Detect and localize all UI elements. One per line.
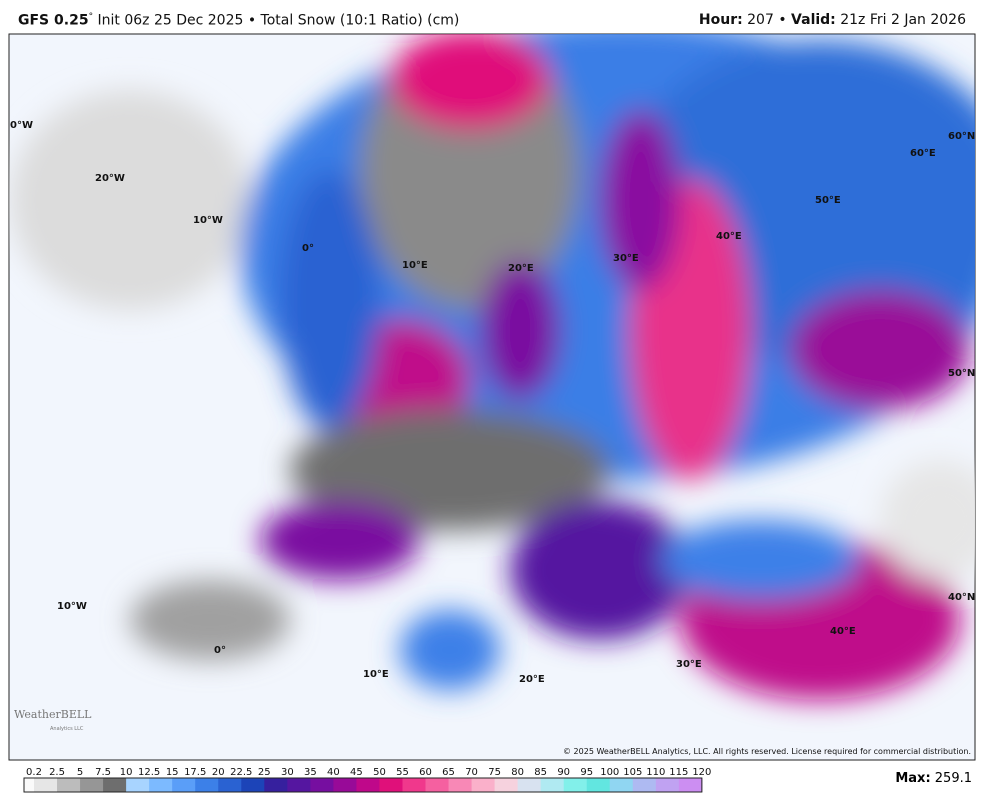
grid-label: 40°E bbox=[830, 626, 856, 637]
colorbar-label: 0.2 bbox=[26, 767, 42, 778]
colorbar-swatch bbox=[103, 778, 127, 792]
colorbar-swatch bbox=[57, 778, 81, 792]
grid-label: 60°N bbox=[948, 131, 975, 142]
grid-label: 50°E bbox=[815, 195, 841, 206]
colorbar-swatch bbox=[80, 778, 104, 792]
colorbar-swatch bbox=[425, 778, 450, 792]
colorbar-label: 22.5 bbox=[230, 767, 252, 778]
description: Init 06z 25 Dec 2025 • Total Snow (10:1 … bbox=[93, 12, 460, 29]
logo-sub: Analytics LLC bbox=[50, 726, 84, 732]
colorbar-swatch bbox=[563, 778, 588, 792]
colorbar-swatch bbox=[540, 778, 565, 792]
colorbar-swatch bbox=[241, 778, 265, 792]
colorbar-swatch bbox=[632, 778, 657, 792]
colorbar-swatch bbox=[126, 778, 150, 792]
colorbar-label: 55 bbox=[396, 767, 409, 778]
colorbar-label: 110 bbox=[646, 767, 665, 778]
valid-label: Valid: bbox=[791, 12, 836, 28]
colorbar-label: 100 bbox=[600, 767, 619, 778]
grid-label: 0°W bbox=[10, 120, 33, 131]
colorbar-label: 2.5 bbox=[49, 767, 65, 778]
colorbar-label: 12.5 bbox=[138, 767, 160, 778]
colorbar-label: 35 bbox=[304, 767, 317, 778]
snow-field bbox=[10, 34, 975, 700]
grid-label: 10°W bbox=[193, 215, 223, 226]
colorbar-label: 30 bbox=[281, 767, 294, 778]
colorbar-label: 50 bbox=[373, 767, 386, 778]
colorbar-swatch bbox=[218, 778, 242, 792]
max-label: Max: bbox=[895, 771, 931, 786]
colorbar-label: 70 bbox=[465, 767, 478, 778]
degree: ° bbox=[88, 12, 94, 22]
colorbar-swatch bbox=[471, 778, 496, 792]
colorbar-swatch bbox=[586, 778, 611, 792]
hour-value: 207 • bbox=[742, 12, 792, 28]
header-right: Hour: 207 • Valid: 21z Fri 2 Jan 2026 bbox=[699, 12, 966, 28]
header-left: GFS 0.25° Init 06z 25 Dec 2025 • Total S… bbox=[18, 12, 459, 29]
grid-label: 60°E bbox=[910, 148, 936, 159]
colorbar-swatch bbox=[195, 778, 219, 792]
grid-label: 10°W bbox=[57, 601, 87, 612]
colorbar-swatch bbox=[264, 778, 288, 792]
colorbar-swatch bbox=[149, 778, 173, 792]
colorbar-label: 95 bbox=[580, 767, 593, 778]
grid-label: 20°W bbox=[95, 173, 125, 184]
colorbar-swatch bbox=[379, 778, 403, 792]
grid-label: 20°E bbox=[508, 263, 534, 274]
colorbar-label: 80 bbox=[511, 767, 524, 778]
colorbar-label: 45 bbox=[350, 767, 363, 778]
grid-label: 10°E bbox=[402, 260, 428, 271]
copyright: © 2025 WeatherBELL Analytics, LLC. All r… bbox=[563, 747, 971, 756]
colorbar-label: 5 bbox=[77, 767, 83, 778]
grid-label: 0° bbox=[302, 243, 314, 254]
colorbar-label: 90 bbox=[557, 767, 570, 778]
max: Max: 259.1 bbox=[895, 771, 972, 786]
colorbar-label: 10 bbox=[120, 767, 133, 778]
colorbar-swatch bbox=[310, 778, 334, 792]
grid-label: 10°E bbox=[363, 669, 389, 680]
colorbar-label: 25 bbox=[258, 767, 271, 778]
grid-label: 0° bbox=[214, 645, 226, 656]
colorbar-swatch bbox=[609, 778, 634, 792]
colorbar-swatch bbox=[172, 778, 196, 792]
colorbar-label: 105 bbox=[623, 767, 642, 778]
colorbar-swatch bbox=[34, 778, 58, 792]
colorbar-swatch bbox=[655, 778, 680, 792]
grid-label: 20°E bbox=[519, 674, 545, 685]
colorbar-swatch bbox=[402, 778, 427, 792]
colorbar-swatch bbox=[678, 778, 703, 792]
colorbar-label: 40 bbox=[327, 767, 340, 778]
model: GFS 0.25 bbox=[18, 12, 89, 29]
colorbar-swatch bbox=[517, 778, 542, 792]
max-value: 259.1 bbox=[930, 771, 972, 786]
colorbar-start bbox=[24, 778, 34, 792]
colorbar-label: 15 bbox=[166, 767, 179, 778]
colorbar-label: 65 bbox=[442, 767, 455, 778]
colorbar-swatch bbox=[448, 778, 473, 792]
colorbar-frame bbox=[23, 777, 703, 793]
valid-value: 21z Fri 2 Jan 2026 bbox=[835, 12, 966, 28]
colorbar-label: 115 bbox=[669, 767, 688, 778]
grid-label: 30°E bbox=[613, 253, 639, 264]
grid-label: 40°E bbox=[716, 231, 742, 242]
grid-label: 40°N bbox=[948, 592, 975, 603]
colorbar-swatch bbox=[287, 778, 311, 792]
colorbar-label: 85 bbox=[534, 767, 547, 778]
grid-label: 50°N bbox=[948, 368, 975, 379]
colorbar-label: 20 bbox=[212, 767, 225, 778]
colorbar-swatch bbox=[333, 778, 357, 792]
colorbar-swatch bbox=[494, 778, 519, 792]
colorbar-label: 60 bbox=[419, 767, 432, 778]
colorbar-label: 17.5 bbox=[184, 767, 206, 778]
colorbar-label: 75 bbox=[488, 767, 501, 778]
logo: WeatherBELL bbox=[14, 708, 92, 721]
colorbar-label: 120 bbox=[692, 767, 711, 778]
hour-label: Hour: bbox=[698, 12, 743, 28]
colorbar-label: 7.5 bbox=[95, 767, 111, 778]
grid-label: 30°E bbox=[676, 659, 702, 670]
colorbar-swatch bbox=[356, 778, 380, 792]
